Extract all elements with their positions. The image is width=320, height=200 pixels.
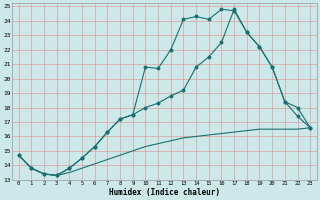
X-axis label: Humidex (Indice chaleur): Humidex (Indice chaleur): [109, 188, 220, 197]
